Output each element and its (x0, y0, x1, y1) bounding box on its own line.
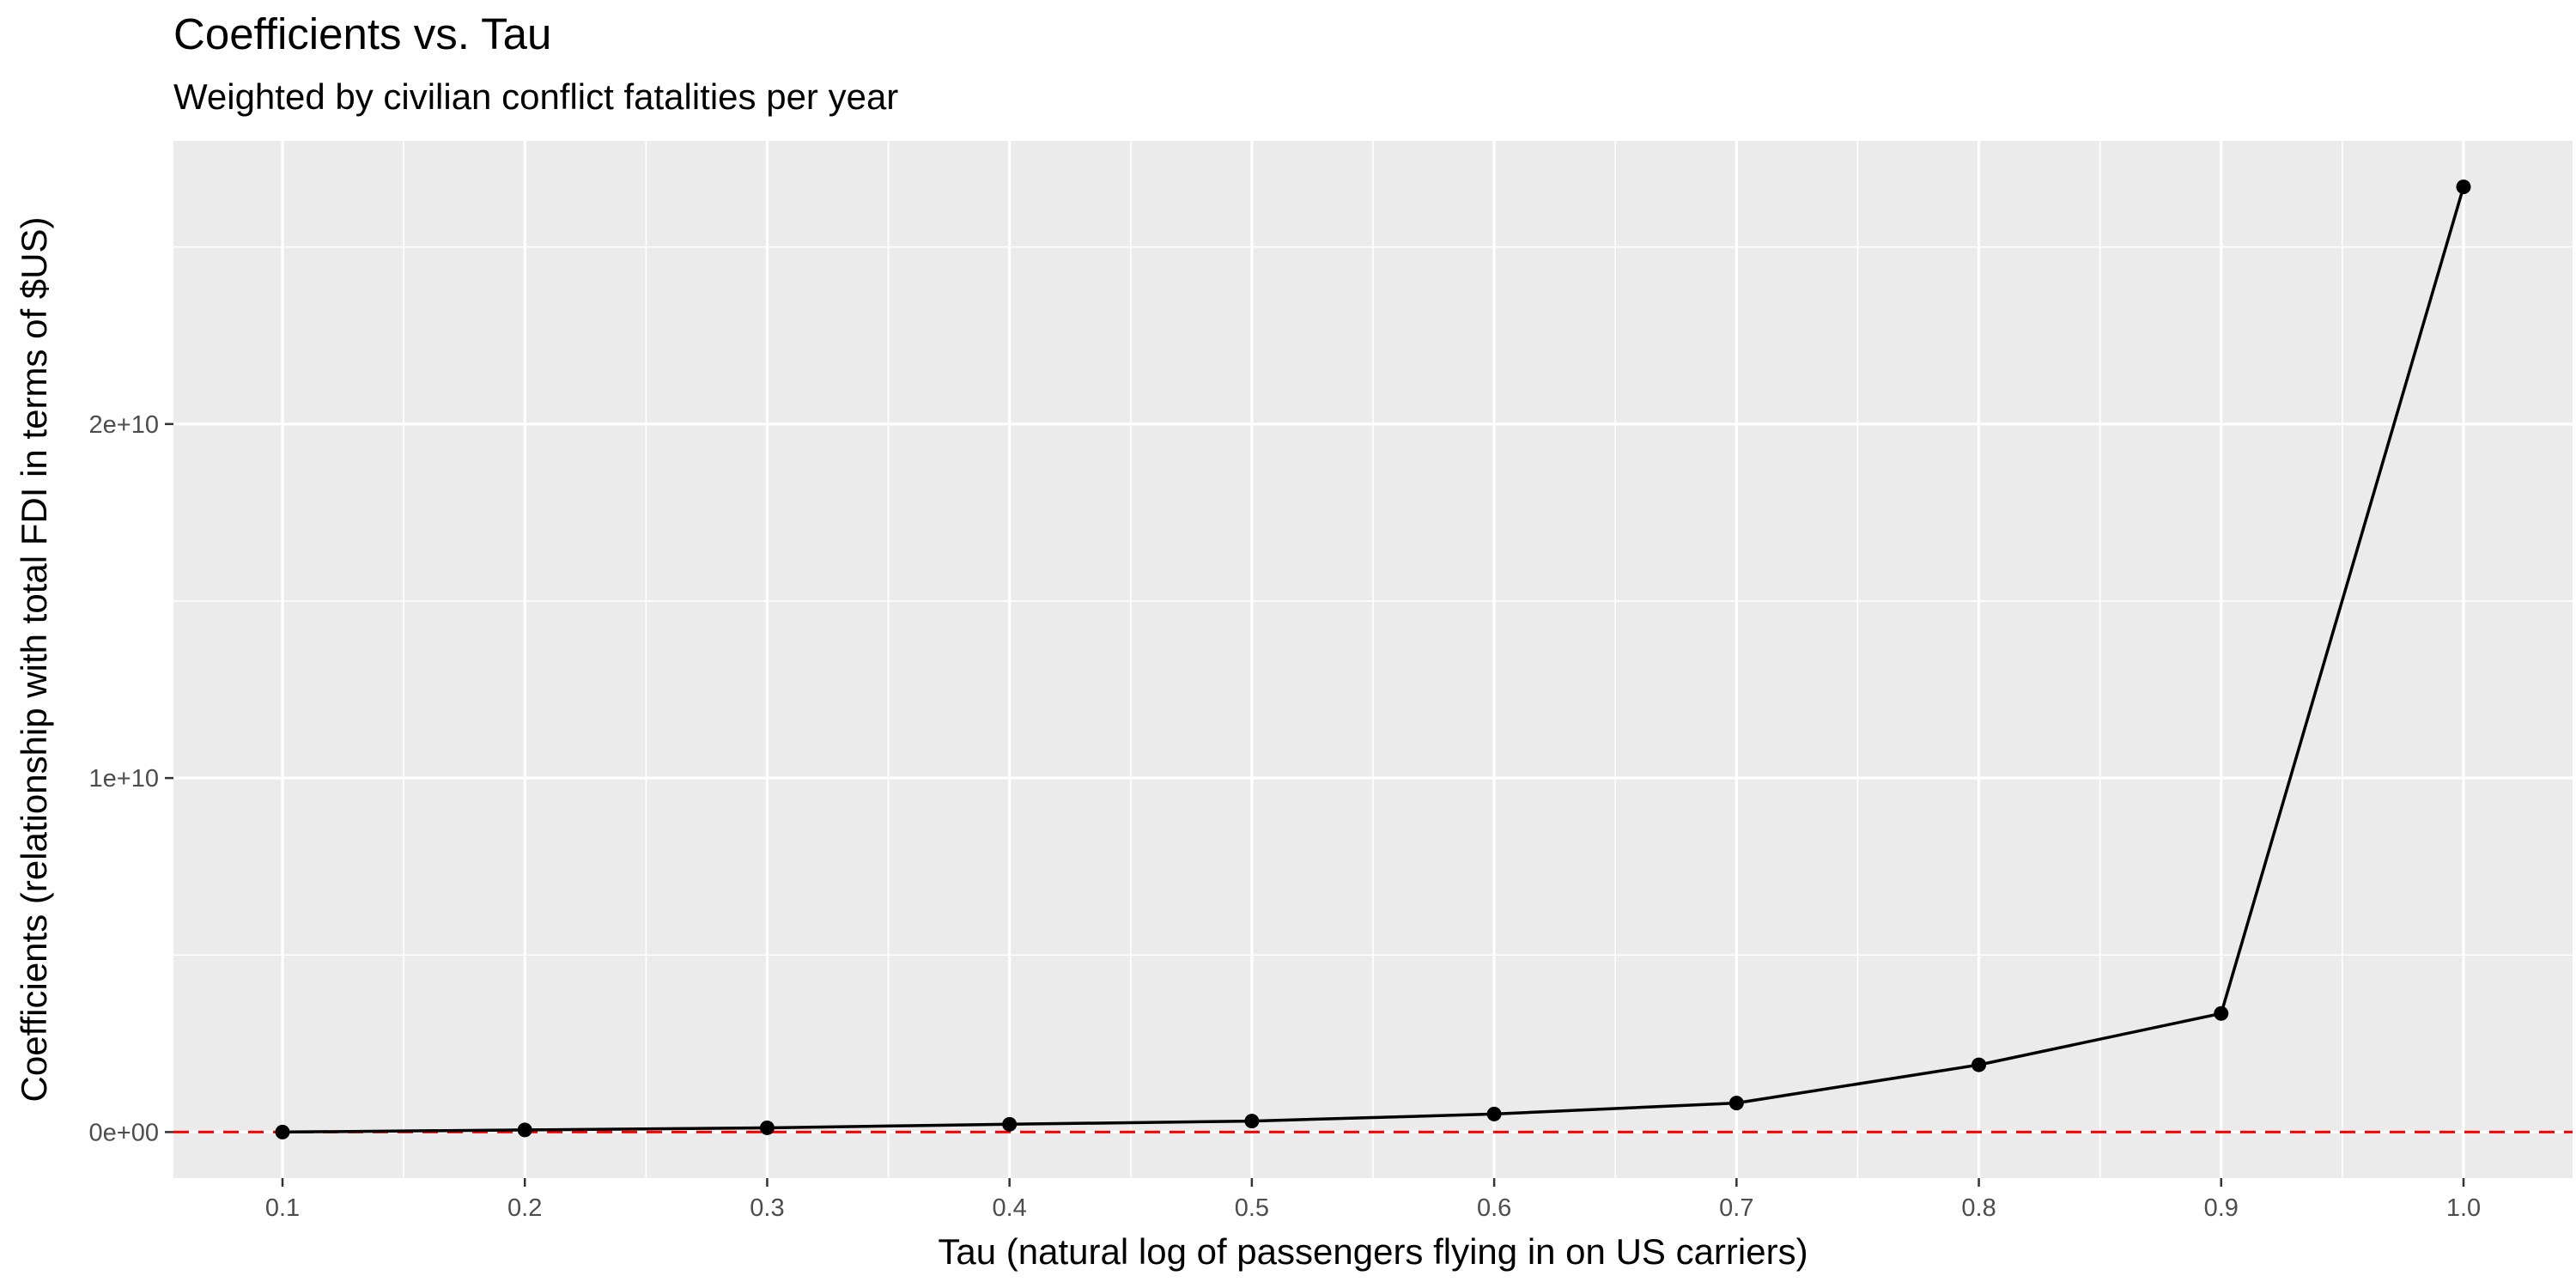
data-points (275, 179, 2471, 1139)
data-point (2214, 1005, 2229, 1021)
data-point (1971, 1057, 1987, 1072)
grid-major (173, 141, 2573, 1178)
y-tick-label: 0e+00 (89, 1119, 159, 1146)
y-axis: 0e+00 1e+10 2e+10 (89, 411, 173, 1146)
y-tick-label: 2e+10 (89, 411, 159, 439)
x-tick-label: 0.7 (1719, 1194, 1753, 1222)
x-tick-label: 1.0 (2446, 1194, 2481, 1222)
data-point (517, 1122, 532, 1138)
y-axis-title: Coefficients (relationship with total FD… (14, 217, 54, 1103)
data-point (1244, 1114, 1260, 1129)
x-tick-label: 0.5 (1235, 1194, 1269, 1222)
x-tick-label: 0.1 (265, 1194, 300, 1222)
data-point (1728, 1096, 1744, 1111)
x-tick-label: 0.8 (1961, 1194, 1996, 1222)
x-tick-label: 0.2 (507, 1194, 542, 1222)
x-axis: 0.1 0.2 0.3 0.4 0.5 0.6 0.7 0.8 0.9 1.0 (265, 1178, 2481, 1222)
x-tick-label: 0.4 (993, 1194, 1027, 1222)
x-axis-title: Tau (natural log of passengers flying in… (938, 1231, 1807, 1272)
grid-minor (173, 141, 2573, 1178)
x-tick-label: 0.9 (2204, 1194, 2239, 1222)
y-tick-label: 1e+10 (89, 765, 159, 793)
data-point (1486, 1106, 1502, 1121)
x-tick-label: 0.3 (750, 1194, 784, 1222)
data-point (275, 1124, 290, 1139)
data-point (759, 1120, 775, 1135)
chart-subtitle: Weighted by civilian conflict fatalities… (173, 76, 898, 117)
data-point (2456, 179, 2471, 195)
data-point (1002, 1116, 1018, 1132)
chart-title: Coefficients vs. Tau (173, 9, 551, 58)
series-line (282, 186, 2465, 1134)
x-tick-label: 0.6 (1477, 1194, 1511, 1222)
